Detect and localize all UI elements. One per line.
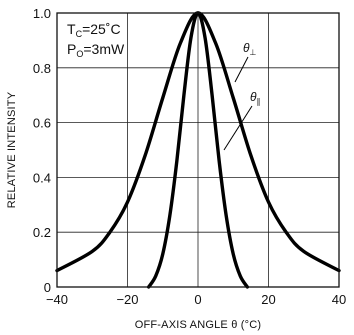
series-labels: θ⊥ θ∥: [223, 41, 261, 151]
series-label: θ∥: [250, 90, 261, 106]
y-tick-label: 0: [44, 280, 51, 295]
grid: [57, 13, 339, 287]
condition-annotations: TC=25˚C PO=3mW: [67, 21, 125, 59]
y-tick-label: 0.4: [33, 170, 51, 185]
condition-annotation: TC=25˚C: [67, 21, 121, 39]
x-tick-label: 0: [194, 292, 201, 307]
series-leader-line: [223, 105, 253, 151]
y-tick-label: 0.2: [33, 225, 51, 240]
series-label: θ⊥: [243, 41, 257, 57]
y-tick-label: 0.6: [33, 116, 51, 131]
x-tick-label: −20: [116, 292, 138, 307]
y-axis-label: RELATIVE INTENSITY: [6, 91, 18, 208]
x-tick-label: 20: [261, 292, 275, 307]
condition-annotation: PO=3mW: [67, 41, 125, 59]
y-tick-label: 1.0: [33, 6, 51, 21]
x-axis-label: OFF-AXIS ANGLE θ (°C): [135, 319, 262, 331]
tick-labels: −40 −20 0 20 40 0 0.2 0.4 0.6 0.8 1.0: [33, 6, 346, 307]
y-tick-label: 0.8: [33, 61, 51, 76]
x-tick-label: 40: [332, 292, 346, 307]
x-tick-label: −40: [46, 292, 68, 307]
series-leader-line: [234, 56, 249, 83]
plot-frame: [56, 12, 340, 288]
